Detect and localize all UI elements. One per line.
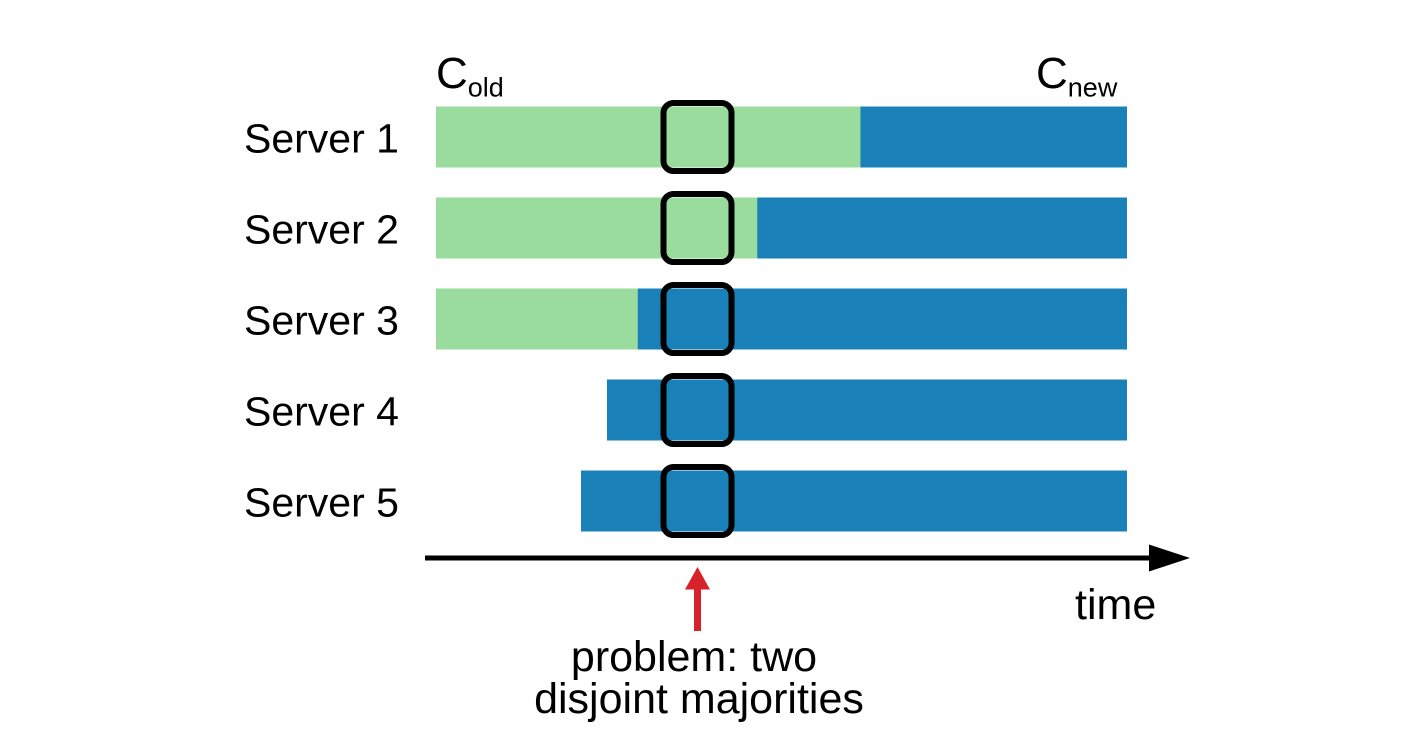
svg-text:time: time bbox=[1075, 581, 1156, 629]
svg-text:problem: two: problem: two bbox=[571, 633, 817, 681]
svg-text:Server 2: Server 2 bbox=[244, 207, 399, 253]
svg-text:Server 3: Server 3 bbox=[244, 298, 399, 344]
svg-text:Server 1: Server 1 bbox=[244, 116, 399, 162]
svg-text:Server 5: Server 5 bbox=[244, 480, 399, 526]
svg-text:Server 4: Server 4 bbox=[244, 389, 399, 435]
svg-text:disjoint majorities: disjoint majorities bbox=[534, 675, 864, 723]
